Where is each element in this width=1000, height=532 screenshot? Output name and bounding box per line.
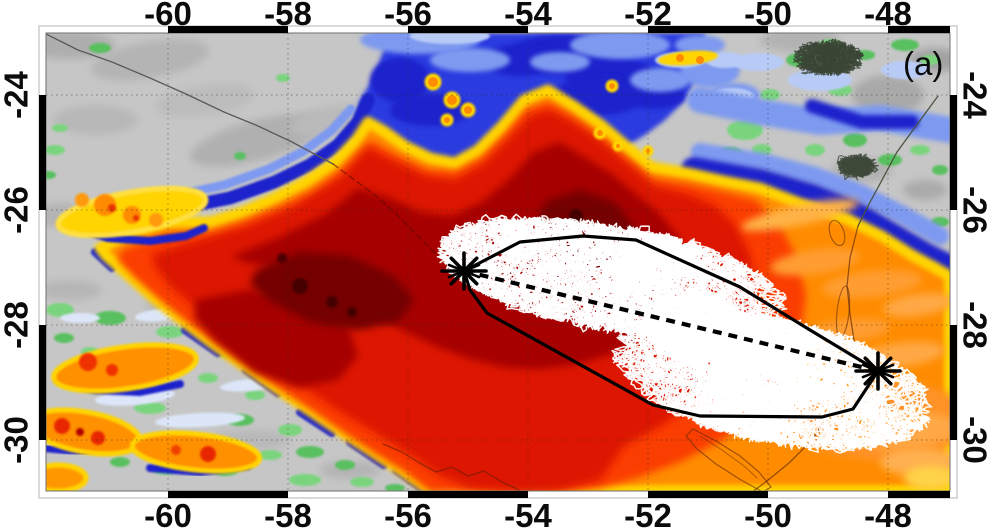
lon-tick-top: -60 — [144, 0, 192, 32]
lat-tick-left: -26 — [0, 186, 35, 234]
dark-flash-traces — [792, 38, 880, 181]
lon-tick-top: -58 — [264, 0, 312, 32]
lat-tick-left: -30 — [0, 416, 35, 464]
lon-tick-top: -50 — [744, 0, 792, 32]
lat-tick-right: -28 — [957, 301, 994, 349]
asterisk-marker — [440, 251, 488, 291]
lat-tick-right: -24 — [957, 71, 994, 119]
lon-tick-bottom: -60 — [144, 497, 192, 532]
asterisk-marker — [854, 351, 902, 391]
lat-tick-left: -28 — [0, 301, 35, 349]
panel-label: (a) — [903, 45, 944, 82]
lat-tick-right: -26 — [957, 186, 994, 234]
track-dashed-line — [463, 268, 879, 374]
lon-tick-bottom: -58 — [264, 497, 312, 532]
convex-hull-outline — [462, 234, 880, 419]
lat-tick-right: -30 — [957, 416, 994, 464]
lon-tick-top: -54 — [504, 0, 552, 32]
lon-tick-top: -52 — [624, 0, 672, 32]
lon-tick-bottom: -52 — [624, 497, 672, 532]
lon-tick-bottom: -54 — [504, 497, 552, 532]
lon-tick-top: -56 — [384, 0, 432, 32]
lon-tick-bottom: -50 — [744, 497, 792, 532]
lon-tick-top: -48 — [864, 0, 912, 32]
map-frame — [38, 25, 958, 499]
lon-tick-bottom: -48 — [864, 497, 912, 532]
map-raster — [46, 33, 950, 491]
lat-tick-left: -24 — [0, 71, 35, 119]
lon-tick-bottom: -56 — [384, 497, 432, 532]
